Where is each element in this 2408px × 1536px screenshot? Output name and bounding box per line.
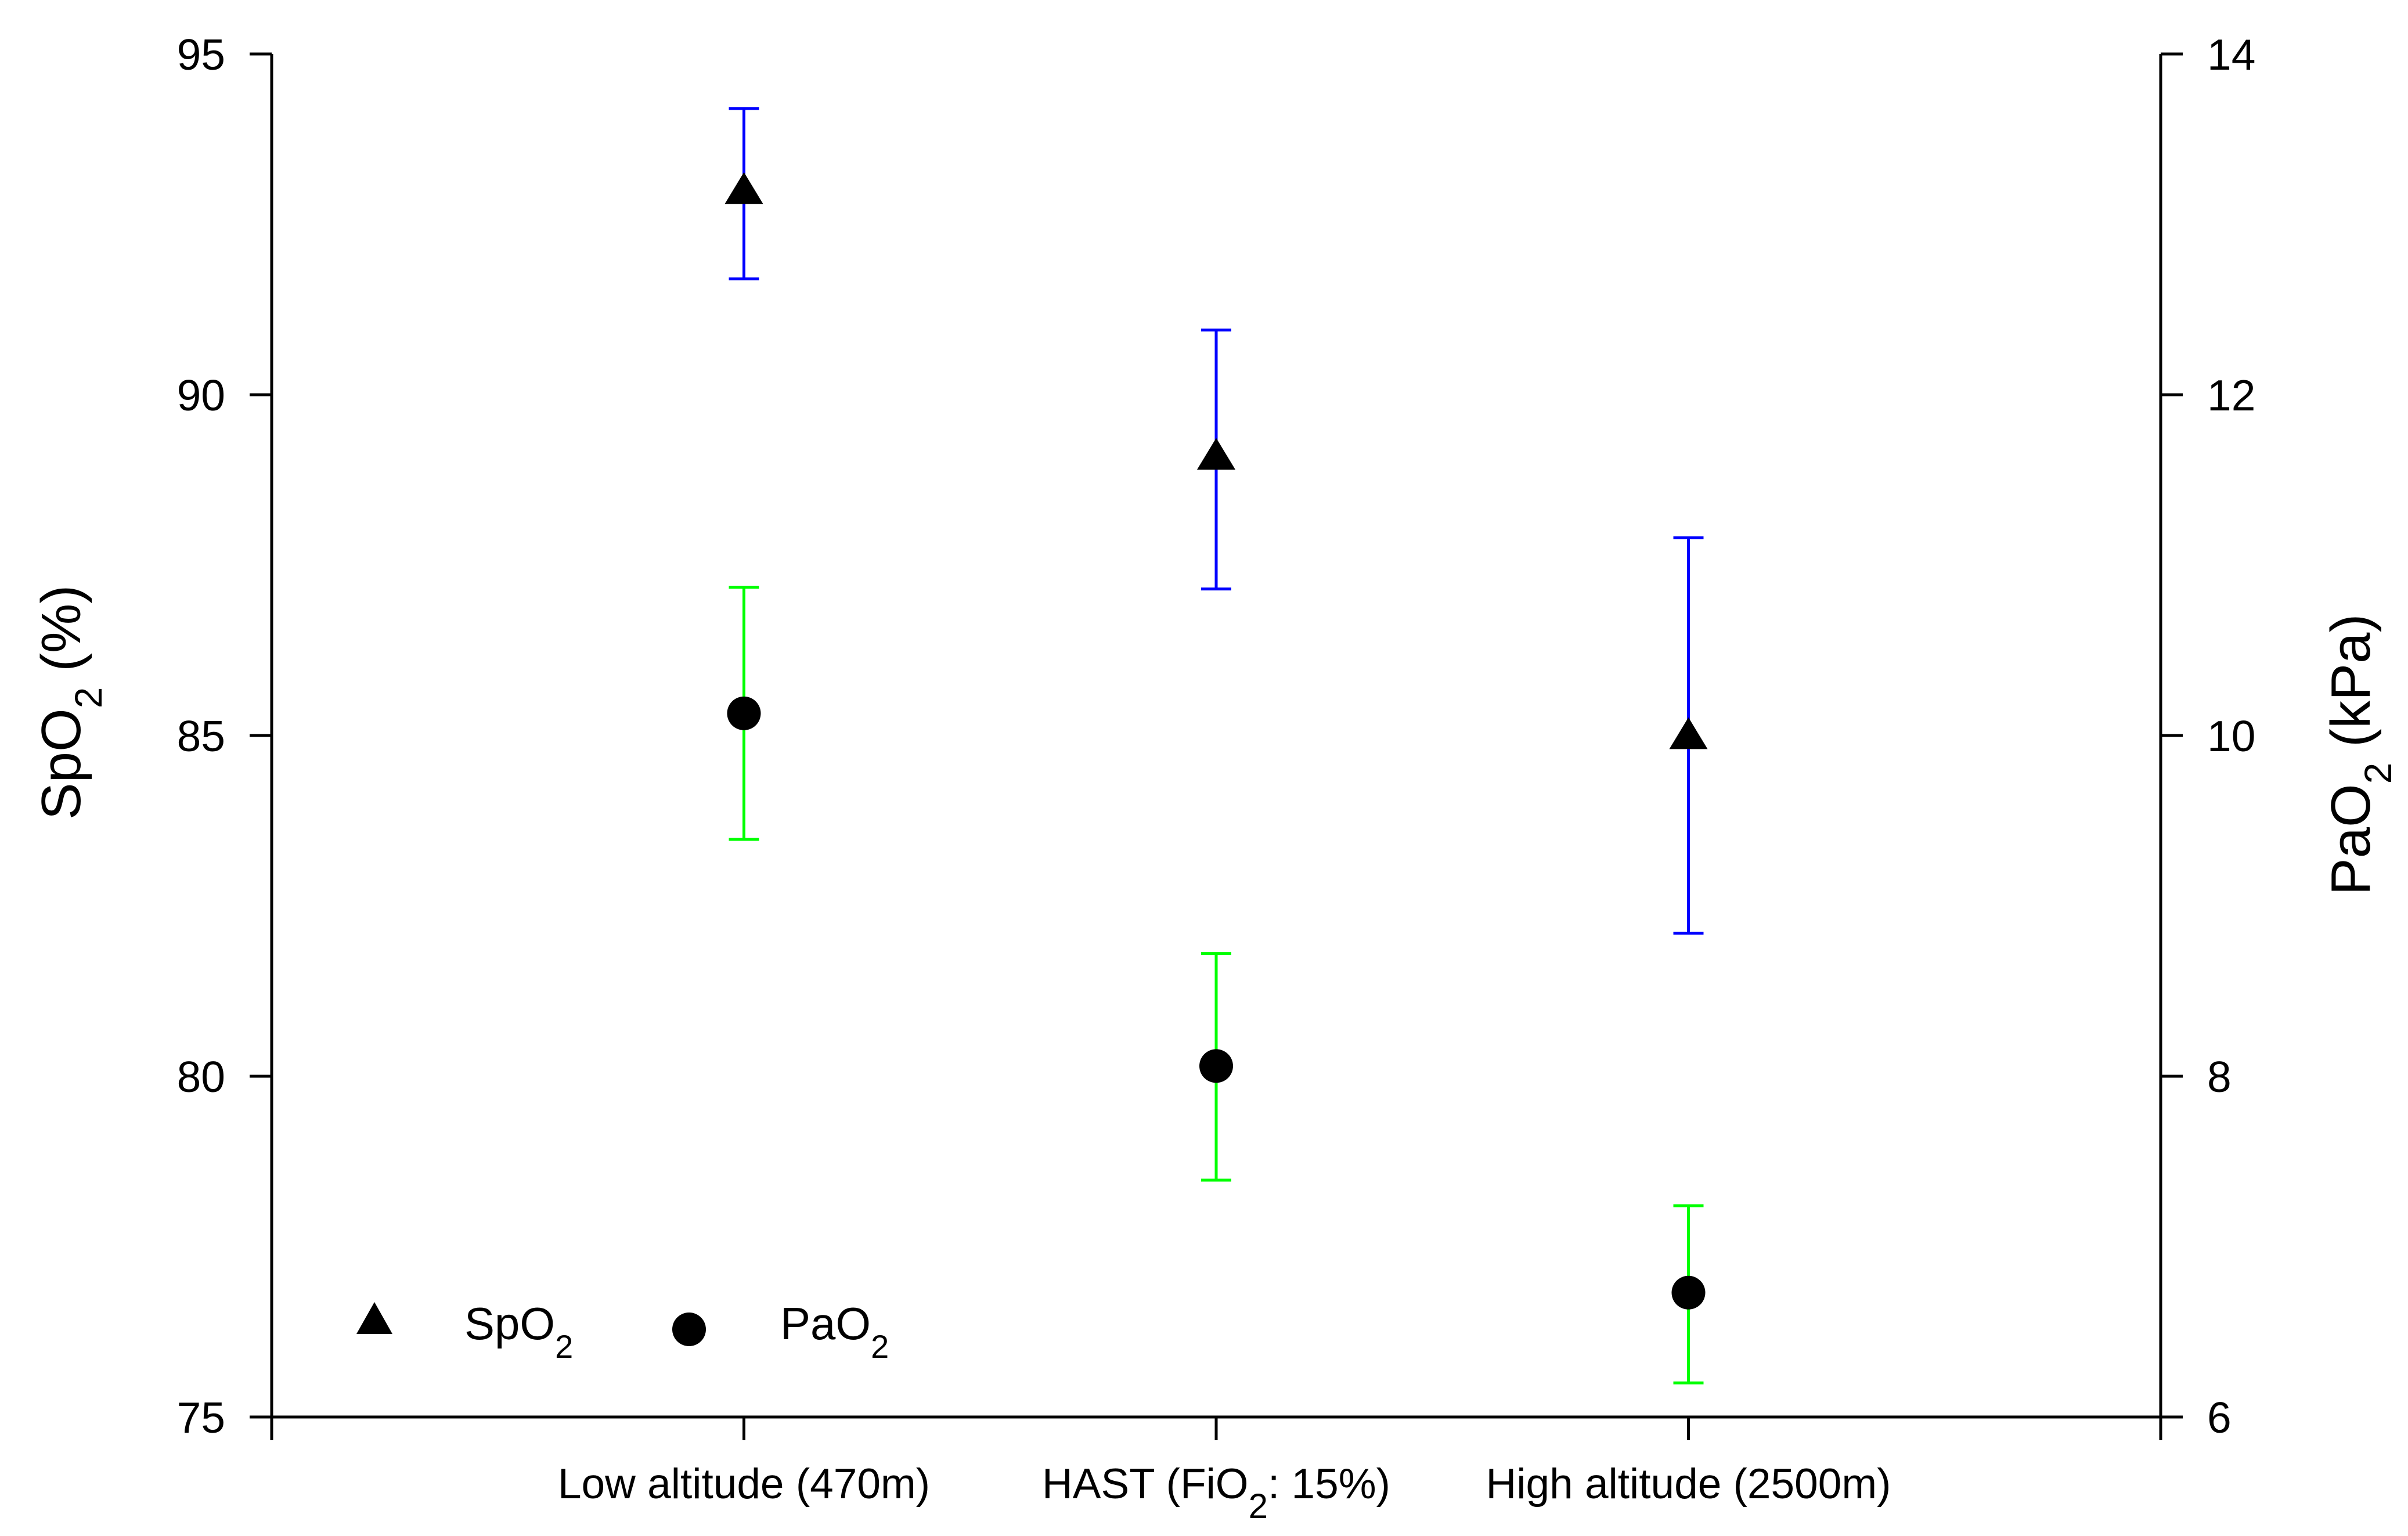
y-right-ticks: 6 8 10 12 14 — [2161, 30, 2255, 1442]
legend-label-spo2: SpO2 — [464, 1298, 573, 1365]
y-left-tick-label: 95 — [177, 30, 225, 79]
legend: SpO2 PaO2 — [356, 1298, 889, 1365]
legend-marker-spo2 — [356, 1302, 392, 1334]
y-left-tick-label: 80 — [177, 1052, 225, 1101]
y-right-axis-title: PaO2 (kPa) — [2320, 614, 2399, 896]
y-right-tick-label: 14 — [2207, 30, 2255, 79]
marker-pao2-point — [1671, 1275, 1706, 1310]
x-category-label: Low altitude (470m) — [558, 1461, 930, 1508]
marker-spo2-point — [1669, 717, 1708, 749]
x-category-label: HAST (FiO2: 15%) — [1042, 1461, 1390, 1526]
y-right-tick-label: 6 — [2207, 1393, 2232, 1442]
y-left-tick-label: 85 — [177, 712, 225, 760]
y-right-tick-label: 10 — [2207, 712, 2255, 760]
y-left-axis-title: SpO2 (%) — [30, 585, 110, 820]
y-right-tick-label: 12 — [2207, 371, 2255, 420]
x-ticks: Low altitude (470m) HAST (FiO2: 15%) High … — [270, 1417, 2162, 1526]
y-left-ticks: 75 80 85 90 95 — [177, 30, 272, 1442]
y-right-tick-label: 8 — [2207, 1052, 2232, 1101]
axes — [270, 54, 2162, 1419]
y-left-tick-label: 75 — [177, 1393, 225, 1442]
marker-spo2-point — [1197, 438, 1235, 470]
marker-pao2-point — [727, 696, 761, 730]
error-bars — [729, 107, 1704, 1384]
marker-spo2-point — [724, 172, 763, 204]
legend-label-pao2: PaO2 — [780, 1298, 889, 1365]
y-left-tick-label: 90 — [177, 371, 225, 420]
legend-marker-pao2 — [672, 1313, 706, 1346]
markers — [724, 172, 1708, 1310]
x-category-label: High altitude (2500m) — [1486, 1461, 1891, 1508]
marker-pao2-point — [1199, 1049, 1233, 1083]
